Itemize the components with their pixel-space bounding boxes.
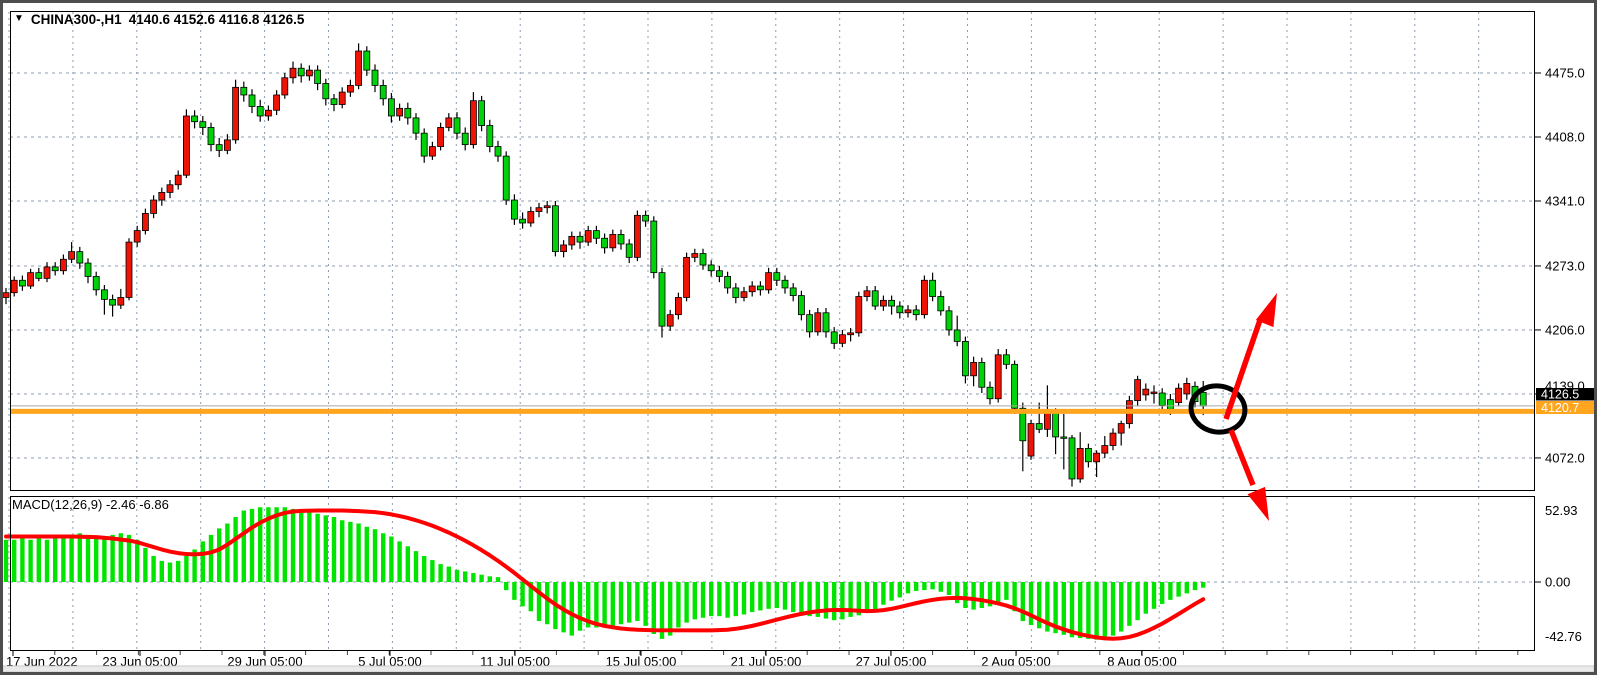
svg-text:29 Jun 05:00: 29 Jun 05:00: [227, 654, 302, 669]
svg-text:27 Jul 05:00: 27 Jul 05:00: [856, 654, 927, 669]
window-bottom-strip: [3, 665, 1594, 672]
time-axis[interactable]: 17 Jun 2022 23 Jun 05:00 29 Jun 05:00 5 Jul…: [6, 651, 1519, 669]
svg-text:2 Aug 05:00: 2 Aug 05:00: [981, 654, 1050, 669]
chart-title: ▼ CHINA300-,H1 4140.6 4152.6 4116.8 4126…: [14, 12, 304, 27]
macd-histogram: [3, 507, 1206, 640]
main-panel-border: [10, 11, 1535, 491]
svg-text:11 Jul 05:00: 11 Jul 05:00: [480, 654, 550, 669]
arrow-down[interactable]: [1228, 428, 1256, 487]
svg-text:4126.5: 4126.5: [1541, 388, 1579, 402]
svg-text:15 Jul 05:00: 15 Jul 05:00: [606, 654, 677, 669]
svg-text:4341.0: 4341.0: [1545, 193, 1585, 208]
price-axis[interactable]: 4475.04408.04341.04273.04206.04139.04072…: [1535, 66, 1594, 645]
svg-text:4475.0: 4475.0: [1545, 66, 1585, 81]
analysis-annotations[interactable]: [1187, 293, 1277, 521]
svg-text:4408.0: 4408.0: [1545, 129, 1585, 144]
svg-text:-42.76: -42.76: [1545, 629, 1582, 644]
svg-text:0.00: 0.00: [1545, 575, 1570, 590]
svg-text:23 Jun 05:00: 23 Jun 05:00: [102, 654, 177, 669]
ohlc-values: 4140.6 4152.6 4116.8 4126.5: [128, 12, 305, 27]
svg-text:21 Jul 05:00: 21 Jul 05:00: [731, 654, 802, 669]
svg-text:4072.0: 4072.0: [1545, 450, 1585, 465]
macd-indicator-label: MACD(12,26,9) -2.46 -6.86: [12, 497, 169, 512]
svg-text:4120.7: 4120.7: [1541, 401, 1579, 415]
svg-text:17 Jun 2022: 17 Jun 2022: [6, 654, 78, 669]
arrow-down-head: [1247, 486, 1269, 521]
svg-text:8 Aug 05:00: 8 Aug 05:00: [1107, 654, 1176, 669]
arrow-up-head: [1255, 293, 1277, 328]
svg-text:52.93: 52.93: [1545, 503, 1578, 518]
svg-text:5 Jul 05:00: 5 Jul 05:00: [358, 654, 422, 669]
bid-price-tag: [1536, 388, 1594, 401]
candlestick-series: [3, 43, 1207, 487]
symbol-period-label: CHINA300-,H1: [30, 12, 122, 27]
svg-text:4273.0: 4273.0: [1545, 258, 1585, 273]
arrow-up[interactable]: [1223, 319, 1263, 420]
macd-panel-border: [10, 496, 1535, 651]
macd-signal-line: [4, 508, 1206, 641]
chart-canvas[interactable]: 4475.04408.04341.04273.04206.04139.04072…: [3, 3, 1594, 672]
highlight-circle[interactable]: [1187, 382, 1248, 437]
hline-price-tag: [1536, 401, 1594, 414]
svg-text:4206.0: 4206.0: [1545, 322, 1585, 337]
symbol-dropdown-icon[interactable]: ▼: [14, 13, 24, 24]
